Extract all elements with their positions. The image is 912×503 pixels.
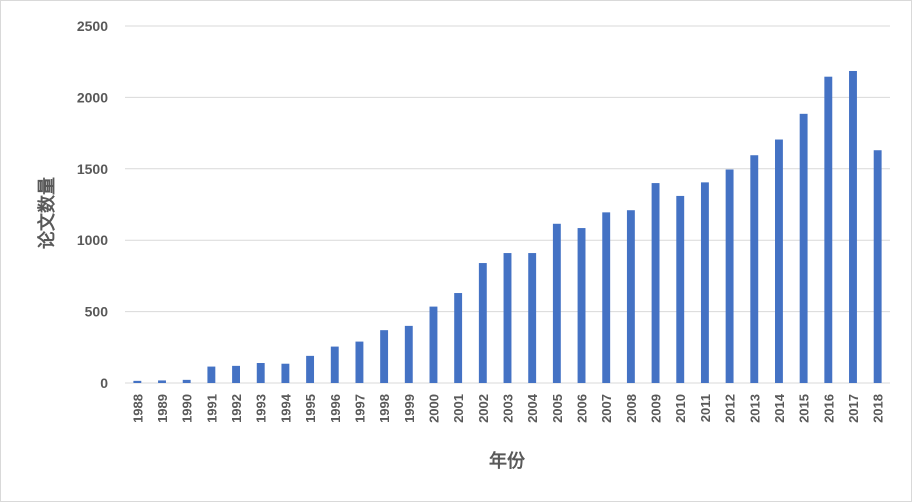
- x-tick-label: 1991: [204, 394, 219, 423]
- x-tick-label: 1999: [402, 394, 417, 423]
- bar-1992: [232, 365, 240, 383]
- bar-2011: [700, 182, 709, 383]
- bar-1998: [380, 330, 389, 383]
- bar-1994: [281, 363, 290, 383]
- x-tick-label: 2010: [673, 394, 688, 423]
- bar-2000: [429, 306, 438, 383]
- x-tick-label: 2004: [525, 393, 540, 423]
- x-tick-label: 1992: [229, 394, 244, 423]
- bar-1988: [133, 380, 142, 383]
- bar-2006: [577, 228, 586, 383]
- bar-2018: [873, 150, 882, 383]
- bar-2003: [503, 253, 512, 383]
- y-tick-label: 0: [100, 375, 108, 391]
- x-tick-label: 2013: [747, 394, 762, 423]
- x-tick-label: 2001: [451, 394, 466, 423]
- bar-2010: [676, 195, 685, 383]
- x-tick-label: 2017: [846, 394, 861, 423]
- x-tick-label: 1996: [328, 394, 343, 423]
- x-tick-label: 2016: [821, 394, 836, 423]
- bar-1991: [207, 366, 216, 383]
- bar-2012: [725, 169, 734, 383]
- bar-2016: [824, 76, 833, 383]
- y-tick-label: 500: [85, 304, 109, 320]
- bar-1999: [404, 325, 413, 383]
- x-tick-label: 1997: [352, 394, 367, 423]
- bar-2002: [478, 263, 487, 383]
- x-tick-label: 2009: [649, 394, 664, 423]
- y-tick-label: 2000: [77, 89, 108, 105]
- bars: [133, 70, 882, 384]
- x-tick-label: 2002: [476, 394, 491, 423]
- bar-2014: [775, 139, 783, 383]
- x-axis-title: 年份: [489, 450, 526, 472]
- bar-1996: [330, 346, 339, 383]
- bar-2017: [849, 70, 857, 384]
- x-tick-label: 1998: [377, 394, 392, 423]
- bar-2001: [454, 293, 463, 383]
- x-tick-label: 2008: [624, 394, 639, 423]
- bar-2008: [626, 210, 635, 383]
- bar-1989: [158, 380, 166, 383]
- bar-1993: [256, 363, 265, 383]
- x-tick-label: 2015: [797, 394, 812, 423]
- x-tick-label: 1994: [278, 393, 293, 423]
- y-axis-title: 论文数量: [36, 177, 58, 249]
- y-tick-label: 2500: [77, 18, 108, 34]
- x-tick-label: 2012: [723, 394, 738, 423]
- bar-1990: [182, 379, 191, 383]
- x-tick-label: 2011: [698, 394, 713, 422]
- x-tick-label: 1988: [130, 394, 145, 423]
- x-tick-label: 2000: [426, 394, 441, 423]
- y-tick-labels: 0 500 1000 1500 2000 2500: [77, 18, 108, 391]
- x-tick-label: 2005: [550, 394, 565, 423]
- bar-1997: [355, 341, 364, 383]
- bar-1995: [306, 355, 315, 383]
- bar-2009: [651, 183, 660, 383]
- x-tick-label: 2006: [575, 394, 590, 423]
- bar-2015: [799, 113, 808, 384]
- x-tick-label: 2003: [501, 394, 516, 423]
- x-tick-label: 1990: [180, 394, 195, 423]
- x-tick-label: 2007: [599, 394, 614, 423]
- x-tick-label: 2018: [871, 394, 886, 423]
- gridlines: [125, 25, 890, 384]
- x-tick-label: 2014: [772, 393, 787, 423]
- y-tick-label: 1000: [77, 232, 108, 248]
- x-tick-label: 1989: [155, 394, 170, 423]
- bar-2005: [552, 223, 561, 383]
- bar-2007: [602, 212, 611, 383]
- x-tick-labels: 1988 1989 1990 1991 1992 1993 1994 1995 1996 1997…: [130, 393, 885, 423]
- x-tick-label: 1995: [303, 394, 318, 423]
- y-tick-label: 1500: [77, 161, 108, 177]
- bar-2013: [750, 155, 759, 383]
- bar-2004: [528, 253, 537, 383]
- x-tick-label: 1993: [254, 394, 269, 423]
